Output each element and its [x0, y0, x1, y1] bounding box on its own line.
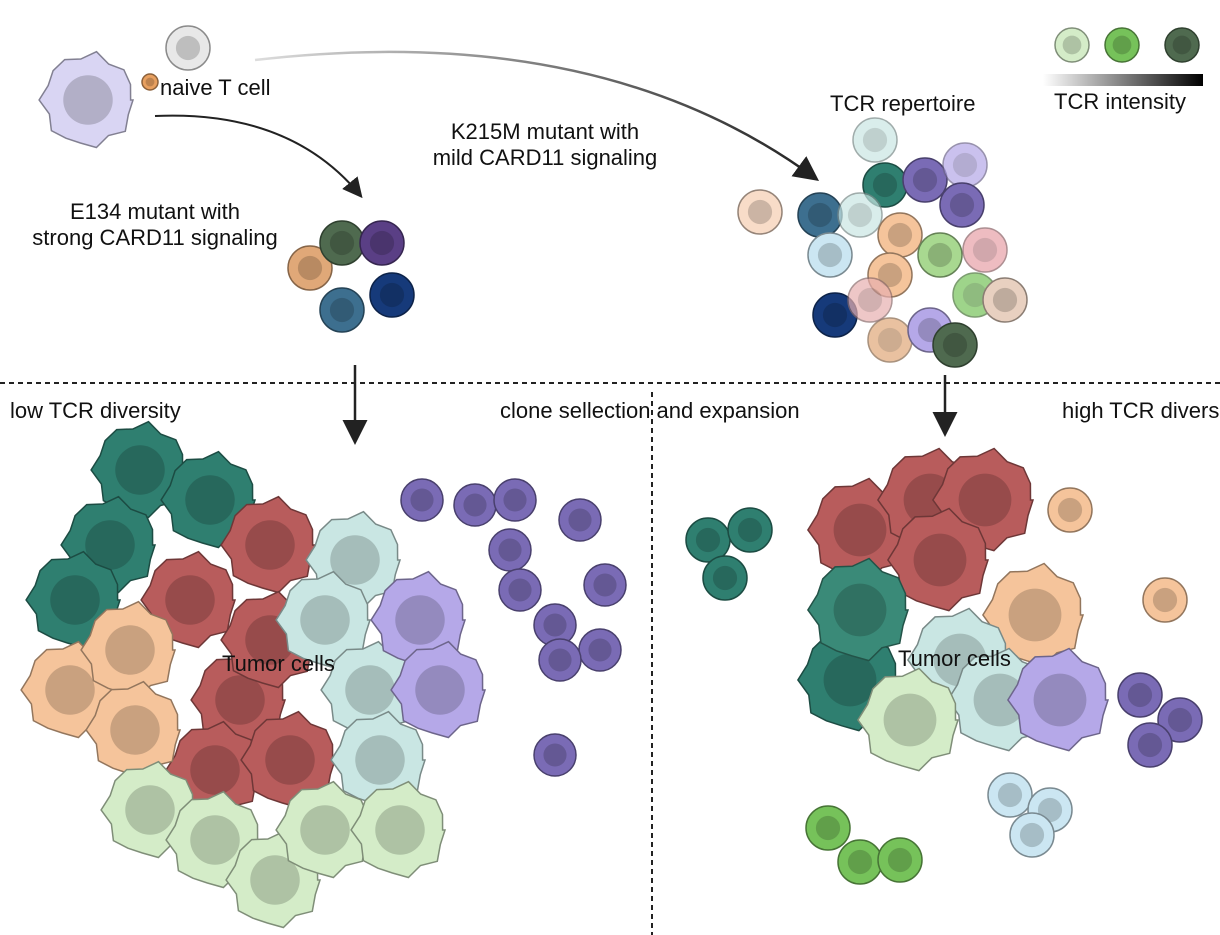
right-t-cell-10	[1009, 812, 1055, 858]
antigen-icon	[141, 73, 159, 91]
legend-t-cell-high	[1164, 27, 1200, 63]
tumor-cells-label-right: Tumor cells	[898, 646, 1011, 671]
repertoire-t-cell-6	[837, 192, 883, 238]
repertoire-t-cell-1	[862, 162, 908, 208]
left-tumor-cell-21	[350, 780, 447, 879]
right-t-cell-6	[1157, 697, 1203, 743]
left-tumor-cell-12	[85, 680, 182, 779]
right-t-cell-3	[1047, 487, 1093, 533]
right-t-cell-2	[702, 555, 748, 601]
arrow-to-tcr-repertoire	[254, 50, 820, 181]
tcr-intensity-gradient-bar	[1043, 74, 1203, 86]
tcr-repertoire-label: TCR repertoire	[830, 91, 976, 116]
e134-clone-3	[319, 287, 365, 333]
e134-label-line2: strong CARD11 signaling	[32, 225, 278, 250]
right-t-cell-11	[805, 805, 851, 851]
left-purple-t-cell-6	[583, 563, 627, 607]
right-t-cell-7	[1127, 722, 1173, 768]
left-tumor-cell-20	[275, 780, 372, 879]
right-tumor-cell-10	[1006, 647, 1110, 752]
e134-clone-2	[359, 220, 405, 266]
clone-selection-label: clone sellection and expansion	[500, 398, 800, 423]
repertoire-t-cell-14	[812, 292, 858, 338]
legend-t-cell-low	[1054, 27, 1090, 63]
left-tumor-cell-1	[160, 450, 257, 549]
repertoire-t-cell-8	[917, 232, 963, 278]
repertoire-t-cell-9	[962, 227, 1008, 273]
left-tumor-cell-15	[320, 640, 417, 739]
repertoire-t-cell-3	[942, 142, 988, 188]
high-tcr-diversity-label: high TCR diversity	[1062, 398, 1220, 423]
dendritic-cell	[38, 50, 135, 149]
repertoire-t-cell-2	[902, 157, 948, 203]
e134-label-line1: E134 mutant with	[70, 199, 240, 224]
legend-t-cell-medium	[1104, 27, 1140, 63]
right-tumor-cell-6	[806, 557, 910, 662]
right-t-cell-0	[685, 517, 731, 563]
left-tumor-cell-23	[390, 640, 487, 739]
left-purple-t-cell-9	[538, 638, 582, 682]
left-purple-t-cell-5	[498, 568, 542, 612]
right-t-cell-12	[837, 839, 883, 885]
k215m-label-line2: mild CARD11 signaling	[432, 145, 658, 170]
left-tumor-cell-14	[275, 570, 372, 669]
e134-clone-0	[287, 245, 333, 291]
right-t-cell-13	[877, 837, 923, 883]
right-t-cell-5	[1117, 672, 1163, 718]
left-tumor-cell-8	[240, 710, 337, 809]
repertoire-t-cell-19	[737, 189, 783, 235]
right-tumor-cell-9	[856, 667, 960, 772]
left-purple-t-cell-8	[578, 628, 622, 672]
left-purple-t-cell-2	[493, 478, 537, 522]
left-purple-t-cell-1	[453, 483, 497, 527]
repertoire-t-cell-13	[982, 277, 1028, 323]
naive-t-cell-label: naive T cell	[160, 75, 271, 100]
right-t-cell-4	[1142, 577, 1188, 623]
arrow-to-e134-clones	[154, 114, 363, 199]
k215m-label-line1: K215M mutant with	[450, 119, 640, 144]
left-purple-t-cell-0	[400, 478, 444, 522]
left-tumor-cell-0	[90, 420, 187, 519]
repertoire-t-cell-15	[867, 317, 913, 363]
left-purple-t-cell-10	[533, 733, 577, 777]
right-t-cell-8	[987, 772, 1033, 818]
right-t-cell-1	[727, 507, 773, 553]
repertoire-t-cell-4	[939, 182, 985, 228]
left-tumor-cell-11	[80, 600, 177, 699]
e134-clone-4	[369, 272, 415, 318]
repertoire-t-cell-5	[797, 192, 843, 238]
tumor-cells-label-left: Tumor cells	[222, 651, 335, 676]
low-tcr-diversity-label: low TCR diversity	[10, 398, 181, 423]
tcr-intensity-label: TCR intensity	[1054, 89, 1187, 114]
left-purple-t-cell-4	[488, 528, 532, 572]
repertoire-t-cell-10	[807, 232, 853, 278]
repertoire-t-cell-18	[847, 277, 893, 323]
right-tumor-cell-3	[886, 507, 990, 612]
left-tumor-cell-4	[220, 495, 317, 594]
e134-clone-1	[319, 220, 365, 266]
repertoire-t-cell-0	[852, 117, 898, 163]
naive-t-cell	[165, 25, 211, 71]
repertoire-t-cell-17	[932, 322, 978, 368]
repertoire-t-cell-7	[877, 212, 923, 258]
left-tumor-cell-22	[370, 570, 467, 669]
left-purple-t-cell-7	[533, 603, 577, 647]
left-purple-t-cell-3	[558, 498, 602, 542]
